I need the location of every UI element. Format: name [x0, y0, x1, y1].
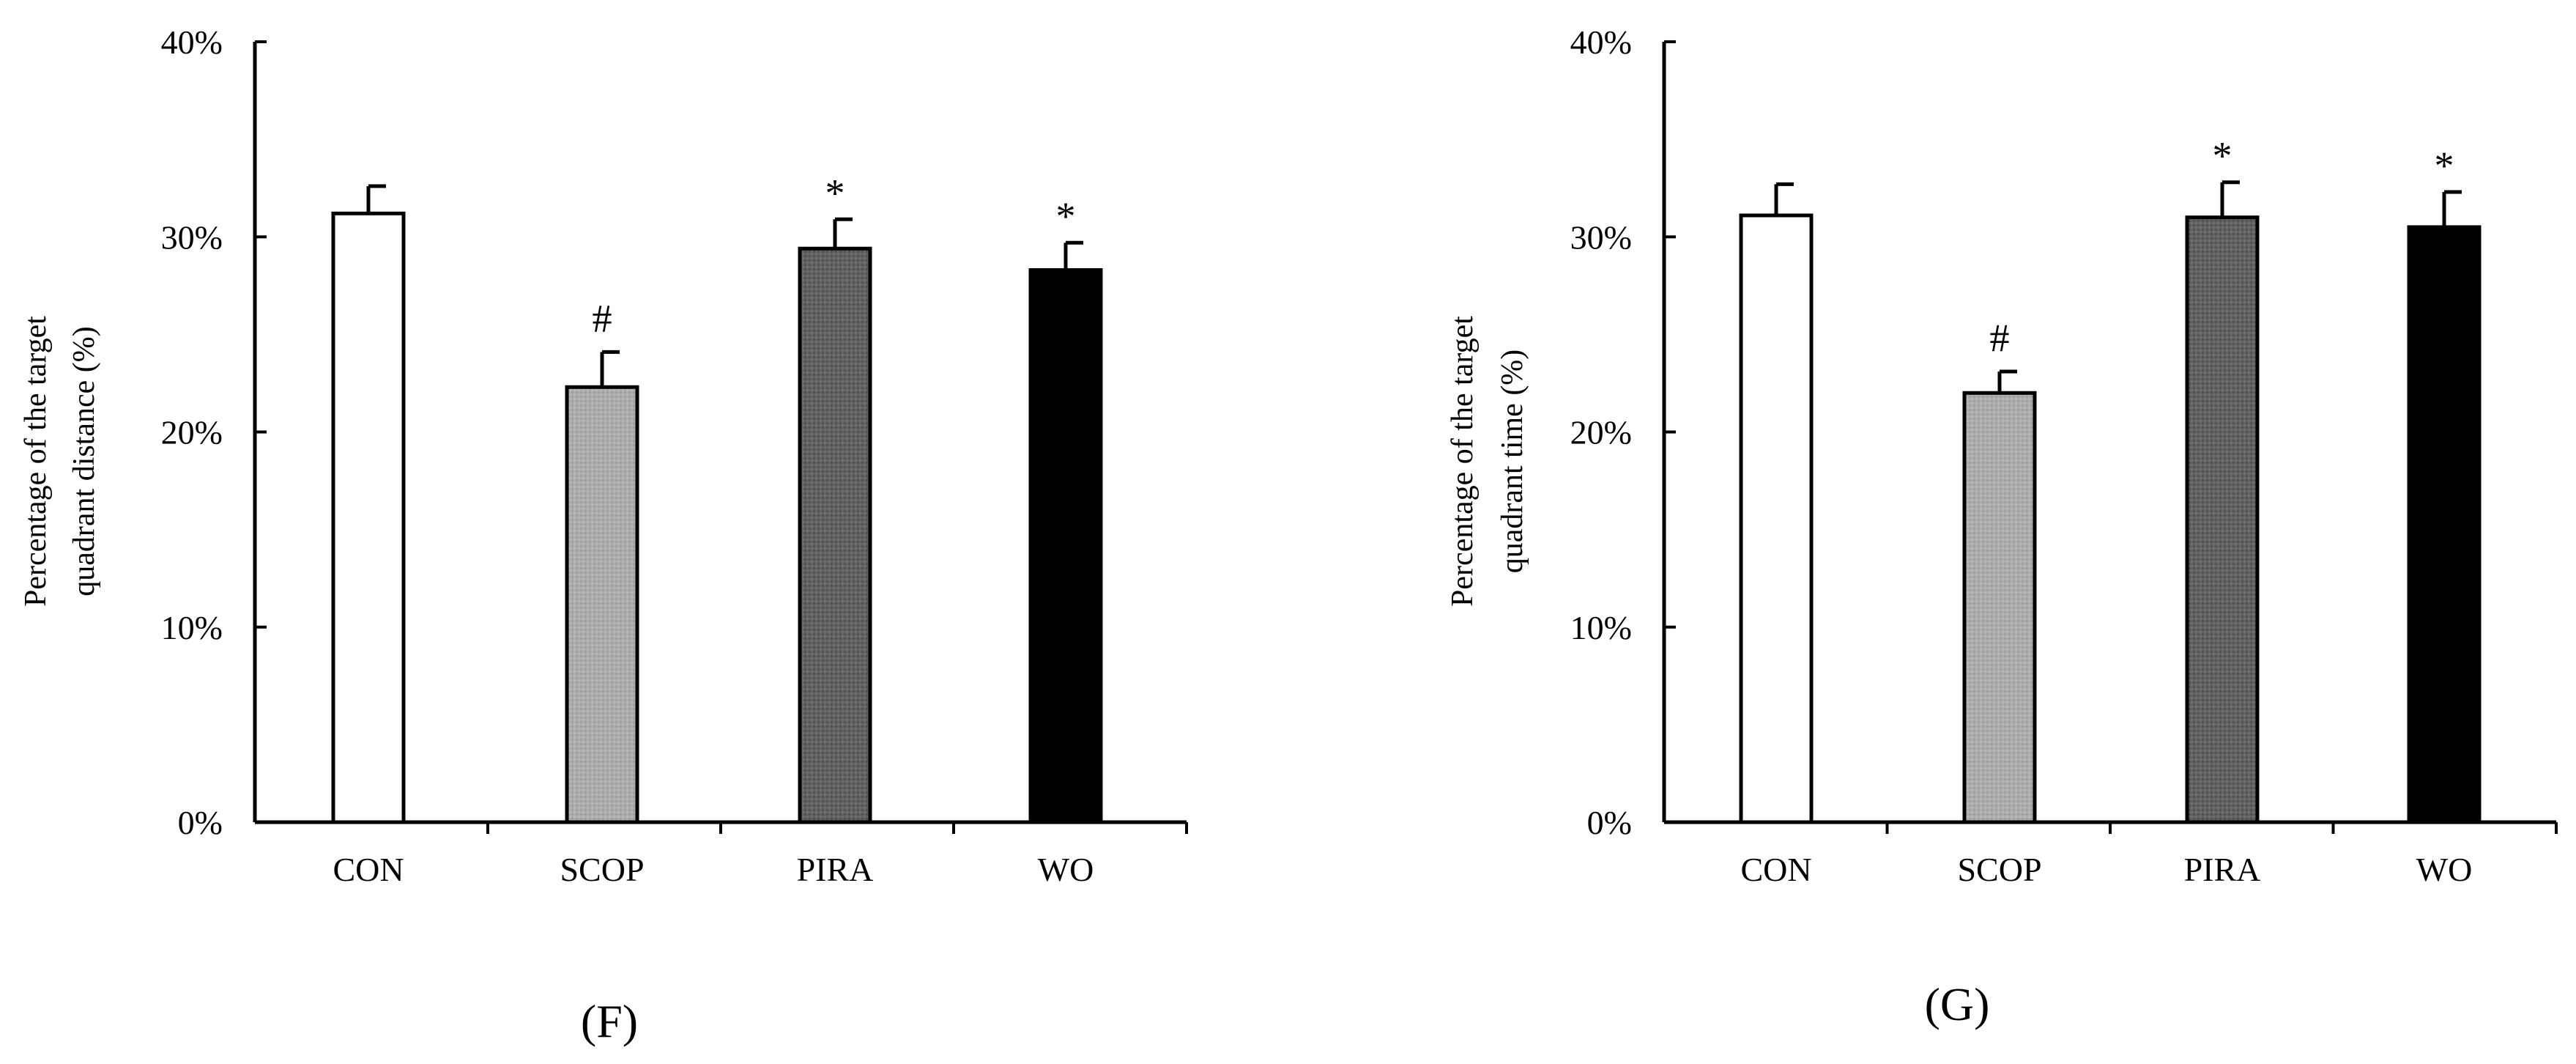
error-bar-pira: [2220, 180, 2240, 218]
bar-pira: [798, 246, 872, 824]
y-tick-label: 30%: [161, 218, 223, 256]
x-tick-label: SCOP: [1957, 851, 2041, 888]
bar-con: [331, 211, 406, 824]
y-axis-label: quadrant time (%): [1496, 350, 1529, 574]
significance-marker: *: [825, 171, 845, 215]
y-axis-label: Percentage of the target: [19, 316, 53, 607]
y-tick-label: 0%: [178, 804, 223, 841]
error-bar-scop: [1997, 369, 2017, 394]
panel-label: (F): [581, 995, 638, 1047]
x-tick-label: CON: [333, 851, 404, 888]
bar-scop: [1962, 391, 2037, 824]
y-tick-label: 0%: [1587, 804, 1632, 841]
error-bar-con: [366, 184, 386, 214]
chart-panel-g: 0% 10% 20% 30% 40% CON # SCOP * PIRA * WO Percentage…: [1446, 23, 2558, 1030]
error-bar-wo: [2442, 190, 2462, 227]
y-tick-label: 20%: [1570, 414, 1632, 451]
bar-con: [1739, 213, 1814, 824]
y-tick-label: 10%: [1570, 609, 1632, 646]
significance-marker: *: [2213, 134, 2232, 178]
bar-pira: [2185, 215, 2260, 824]
error-bar-pira: [833, 217, 853, 249]
y-axis-label: Percentage of the target: [1446, 316, 1480, 607]
x-tick-label: PIRA: [797, 851, 874, 888]
x-tick-label: SCOP: [560, 851, 644, 888]
significance-marker: *: [1056, 194, 1076, 238]
bar-wo: [2407, 225, 2482, 824]
error-bar-con: [1774, 182, 1794, 215]
x-tick-label: PIRA: [2184, 851, 2261, 888]
y-tick-label: 10%: [161, 609, 223, 646]
x-tick-label: CON: [1740, 851, 1811, 888]
y-tick-label: 40%: [161, 23, 223, 61]
significance-marker: #: [593, 296, 612, 340]
y-tick-label: 40%: [1570, 23, 1632, 61]
bar-scop: [565, 385, 639, 824]
x-tick-label: WO: [2416, 851, 2473, 888]
significance-marker: #: [1990, 316, 2010, 360]
bar-wo: [1028, 268, 1103, 824]
y-tick-label: 30%: [1570, 218, 1632, 256]
error-bar-scop: [600, 350, 620, 388]
x-tick-label: WO: [1038, 851, 1094, 888]
y-axis-label: quadrant distance (%): [67, 326, 101, 596]
panel-label: (G): [1925, 978, 1990, 1030]
significance-marker: *: [2435, 144, 2454, 188]
error-bar-wo: [1064, 240, 1083, 270]
chart-panel-f: 0% 10% 20% 30% 40% CON # SCOP * PIRA * WO Percentage…: [19, 23, 1188, 1047]
y-tick-label: 20%: [161, 414, 223, 451]
